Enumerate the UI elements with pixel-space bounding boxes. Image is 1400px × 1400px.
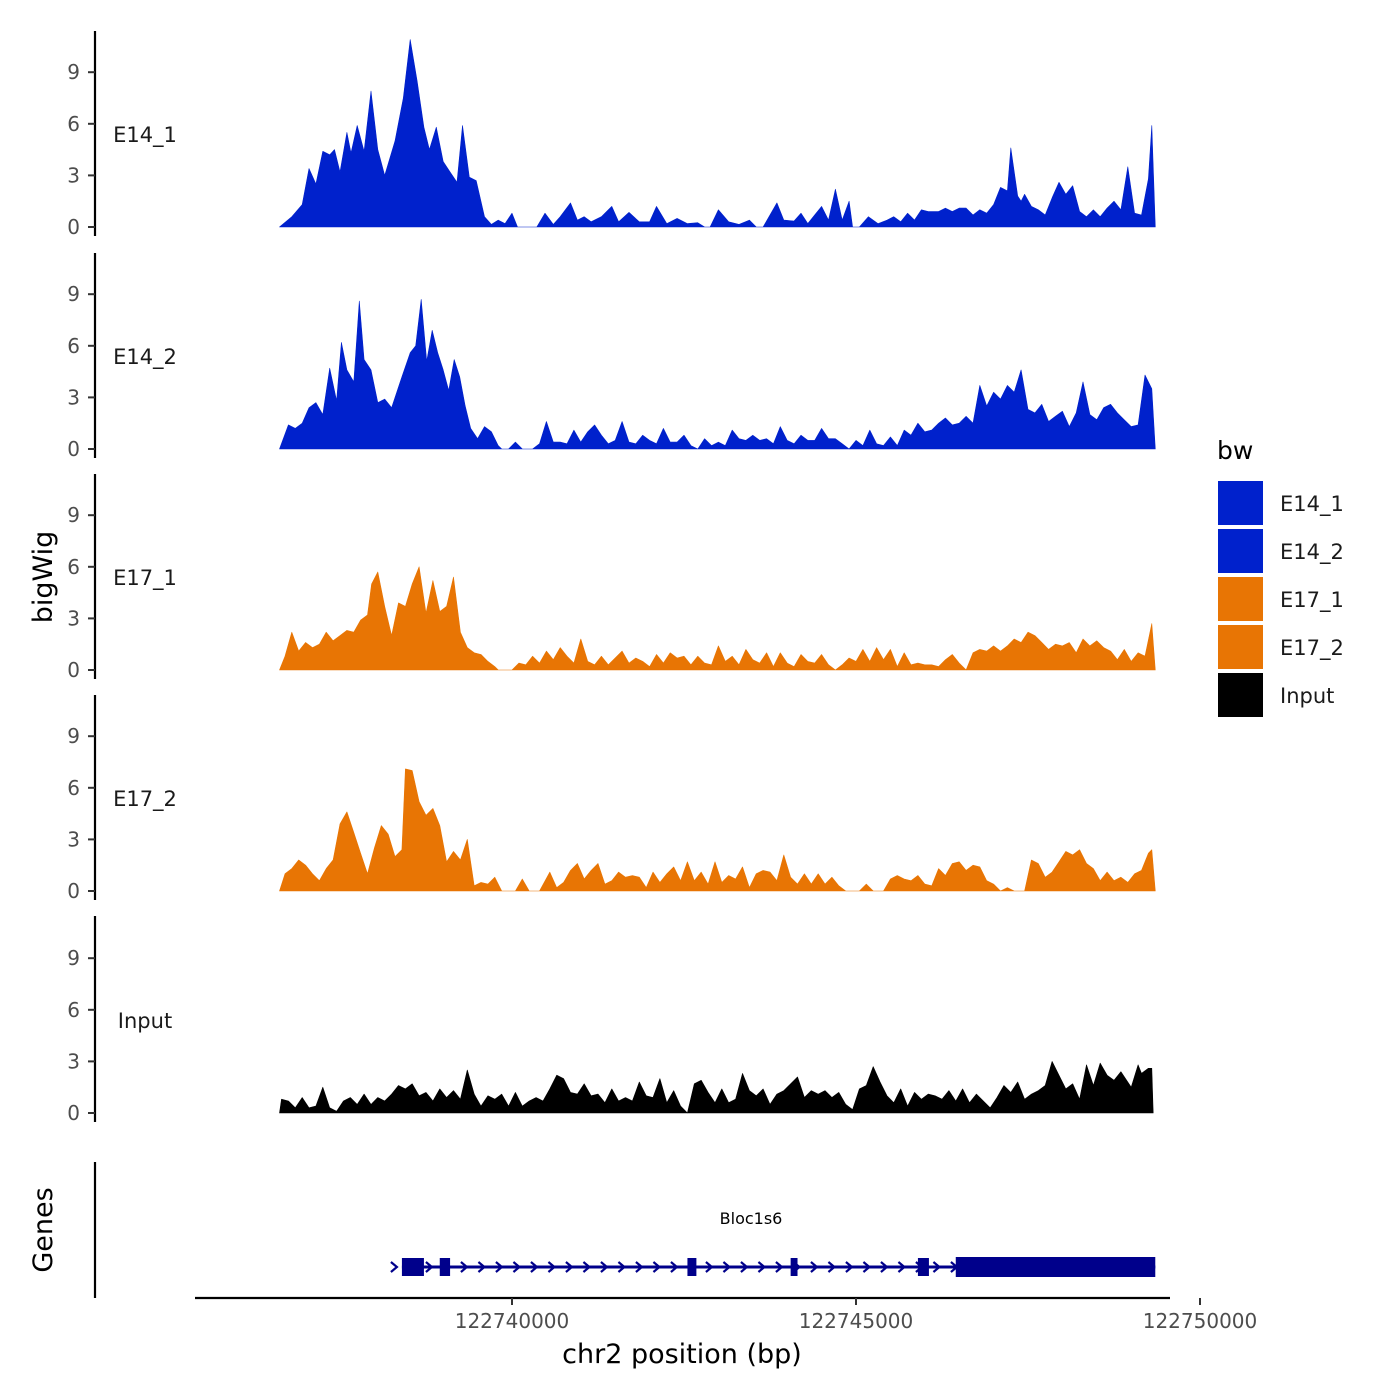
x-axis: 122740000 122745000 122750000 chr2 positio… [195,1296,1258,1370]
strand-arrow [827,1261,837,1273]
y-tick-label: 0 [67,879,80,903]
y-tick-label: 9 [67,946,80,970]
strand-arrow [880,1261,889,1273]
strand-arrow [635,1261,644,1273]
legend-label: E14_1 [1280,492,1344,517]
y-tick-label: 3 [67,163,80,187]
strand-arrow [425,1261,434,1273]
y-axis-title: bigWig [28,531,59,624]
legend-swatch-e17-1 [1218,577,1263,621]
strand-arrow [845,1261,854,1273]
strand-arrow [722,1261,732,1273]
legend-label: E14_2 [1280,540,1344,565]
strand-arrow [565,1261,574,1273]
y-tick-label: 6 [67,112,80,136]
strand-arrow [862,1261,872,1273]
signal-area [279,768,1156,892]
gene-exon [687,1258,697,1276]
strand-arrow [705,1261,714,1273]
track-label: E14_2 [113,345,177,370]
strand-arrow [775,1261,784,1273]
strand-arrow [652,1261,662,1273]
y-tick-label: 9 [67,282,80,306]
y-tick-label: 6 [67,776,80,800]
y-tick-label: 3 [67,385,80,409]
y-tick-label: 3 [67,1049,80,1073]
signal-area [279,1061,1154,1114]
y-tick-label: 0 [67,437,80,461]
track-e14-2: 0 3 6 9 E14_2 [67,253,1156,461]
signal-area [279,566,1156,671]
strand-arrow [495,1261,504,1273]
x-tick-label: 122750000 [1143,1309,1258,1333]
gene-exon [917,1258,929,1276]
gene-track: Genes Bloc1s6 [28,1162,1156,1298]
legend-label: Input [1280,684,1334,708]
track-label: Input [118,1009,172,1033]
gene-exon [955,1257,1156,1277]
y-tick-label: 6 [67,998,80,1022]
gene-label: Bloc1s6 [720,1209,783,1228]
strand-arrow [460,1261,469,1273]
y-tick-label: 3 [67,606,80,630]
y-tick-label: 0 [67,658,80,682]
track-e14-1: 0 3 6 9 E14_1 [67,31,1156,239]
legend-label: E17_2 [1280,636,1344,661]
signal-area [279,299,1156,450]
legend: bw E14_1 E14_2 E17_1 E17_2 Input [1217,436,1344,717]
strand-arrow [390,1261,399,1273]
strand-arrow [810,1261,819,1273]
track-label: E17_1 [113,566,177,591]
gene-exon [439,1258,451,1276]
legend-swatch-e14-1 [1218,481,1263,525]
strand-arrow [670,1261,679,1273]
strand-arrow [512,1261,522,1273]
strand-arrow [757,1261,767,1273]
track-input: 0 3 6 9 Input [67,916,1154,1125]
legend-swatch-e14-2 [1218,529,1263,573]
y-tick-label: 9 [67,724,80,748]
y-tick-label: 0 [67,1101,80,1125]
genes-axis-title: Genes [28,1187,59,1272]
signal-area [279,39,1156,228]
strand-arrow [600,1261,609,1273]
y-tick-label: 3 [67,827,80,851]
tracks-group: 0 3 6 9 E14_1 0 3 6 9 E14_2 0 3 6 9 E17_1 0 3 6 9 E17_2 0 3 6 9… [67,31,1156,1125]
track-e17-2: 0 3 6 9 E17_2 [67,695,1156,903]
y-tick-label: 9 [67,60,80,84]
strand-arrow [477,1261,487,1273]
track-e17-1: 0 3 6 9 E17_1 [67,474,1156,682]
gene-model [390,1257,1156,1277]
x-tick-label: 122745000 [799,1309,914,1333]
strand-arrow [897,1261,907,1273]
y-tick-label: 0 [67,215,80,239]
strand-arrow [740,1261,749,1273]
legend-swatch-input [1218,673,1263,717]
legend-title: bw [1217,436,1253,465]
x-axis-ticks: 122740000 122745000 122750000 [455,1298,1258,1333]
strand-arrow [582,1261,592,1273]
legend-swatch-e17-2 [1218,625,1263,669]
gene-exon [790,1258,798,1276]
legend-entries: E14_1 E14_2 E17_1 E17_2 Input [1218,481,1344,717]
legend-label: E17_1 [1280,588,1344,613]
y-tick-label: 9 [67,503,80,527]
strand-arrow [932,1261,942,1273]
strand-arrow [530,1261,539,1273]
track-label: E14_1 [113,123,177,148]
x-tick-label: 122740000 [455,1309,570,1333]
gene-exon [401,1258,424,1276]
track-label: E17_2 [113,787,177,812]
strand-arrow [617,1261,627,1273]
strand-arrow [547,1261,557,1273]
y-tick-label: 6 [67,334,80,358]
y-tick-label: 6 [67,555,80,579]
x-axis-title: chr2 position (bp) [562,1339,802,1370]
